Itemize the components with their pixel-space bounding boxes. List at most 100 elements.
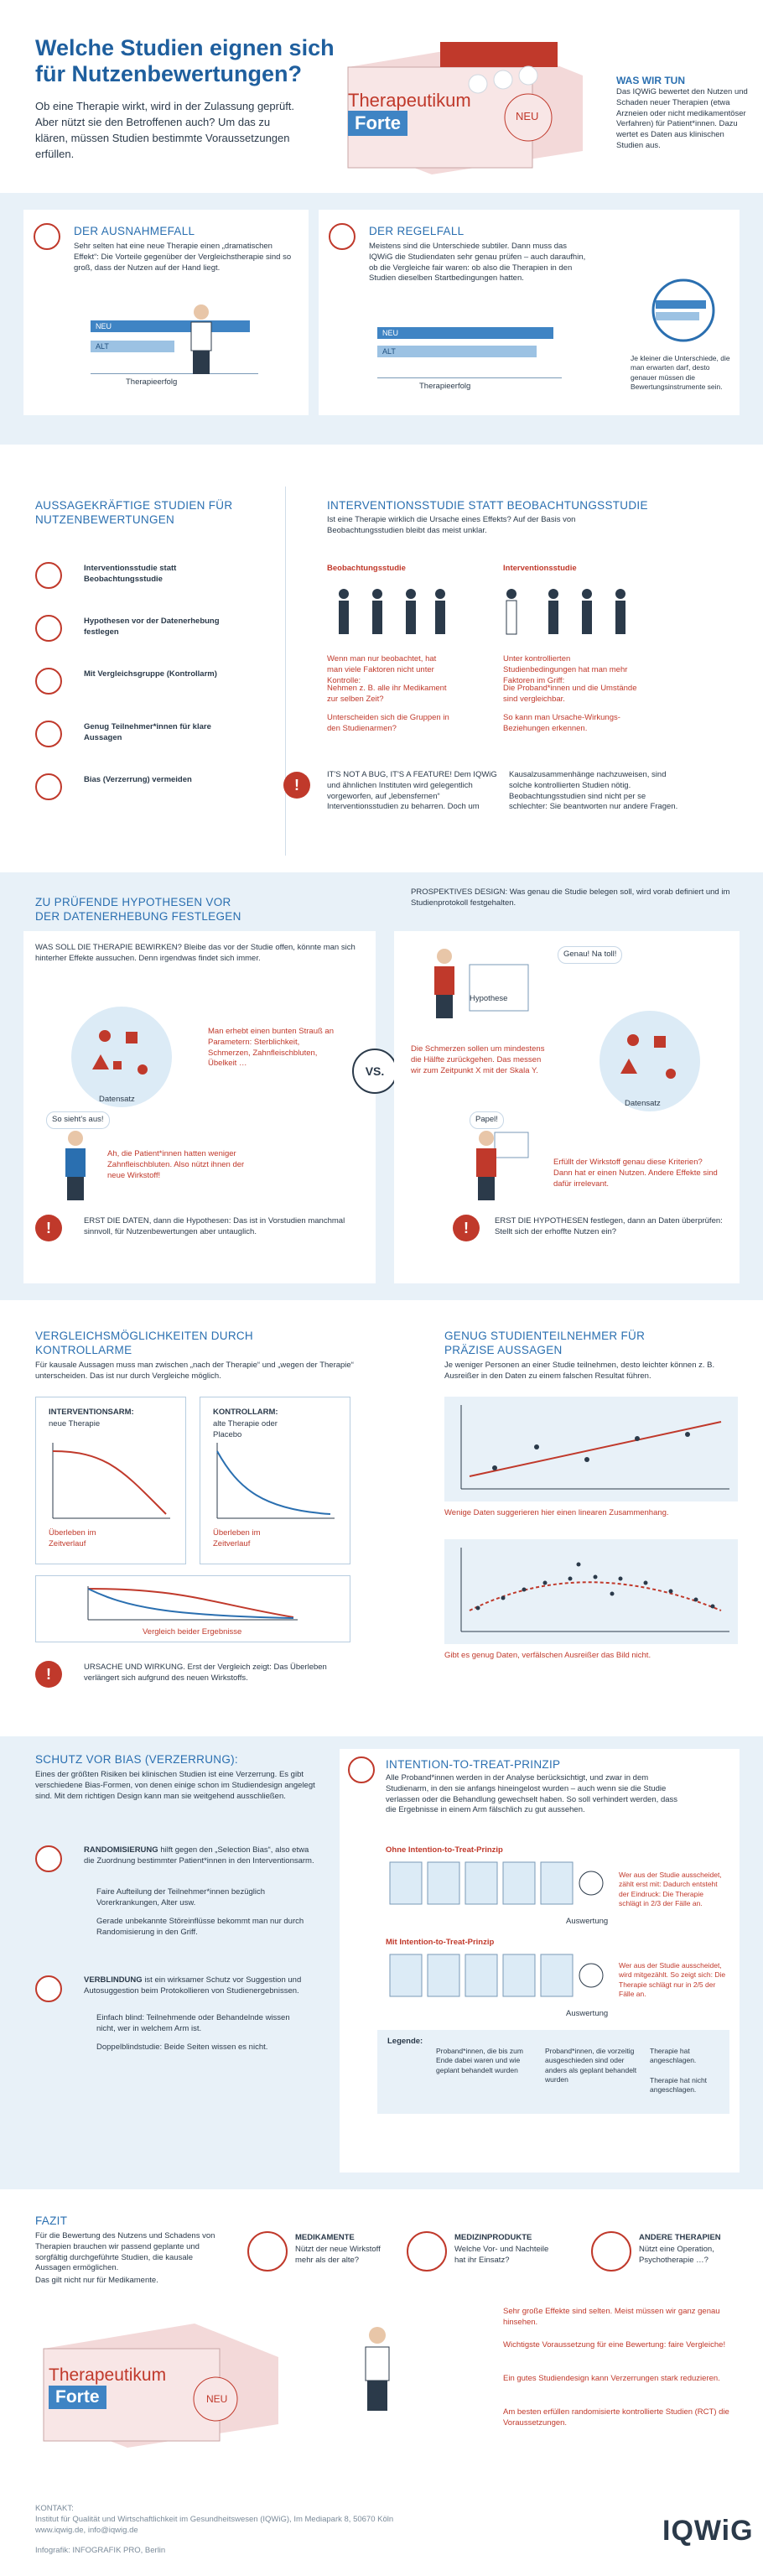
beob-title: Beobachtungsstudie	[327, 564, 406, 573]
legend-fail: Therapie hat nicht angeschlagen.	[650, 2076, 708, 2095]
itt-ohne-auswertung: Auswertung	[566, 1917, 609, 1926]
blind-bullet-1: Einfach blind: Teilnehmende oder Behande…	[96, 2013, 290, 2033]
footer-kontakt: KONTAKT:	[35, 2504, 74, 2513]
hypo-left-warn: ERST DIE DATEN, dann die Hypothesen: Das…	[84, 1216, 345, 1236]
bias-title: SCHUTZ VOR BIAS (VERZERRUNG):	[35, 1753, 238, 1766]
pack-brand: Forte	[49, 2386, 106, 2410]
int-arm-label: INTERVENTIONSARM:	[49, 1408, 134, 1417]
left-bubble: So sieht's aus!	[46, 1111, 110, 1129]
vs-badge: VS.	[352, 1049, 397, 1094]
target-icon	[35, 773, 62, 800]
hypo-left-text: WAS SOLL DIE THERAPIE BEWIRKEN? Bleibe d…	[35, 943, 356, 963]
magnified-bars-icon	[651, 278, 715, 342]
regel-axis-label: Therapieerfolg	[419, 382, 471, 391]
pack-name: Therapeutikum	[348, 90, 471, 111]
hypo-right-warn: ERST DIE HYPOTHESEN festlegen, dann an D…	[495, 1216, 723, 1236]
pills-icon	[247, 2231, 288, 2272]
right-bubble: Genau! Na toll!	[558, 946, 623, 964]
scatter-many-caption: Gibt es genug Daten, verfälschen Ausreiß…	[444, 1651, 651, 1660]
itt-legend-title: Legende:	[387, 2037, 423, 2046]
ctrl-curve-label: Überleben im Zeitverlauf	[213, 1528, 261, 1548]
person-icon	[365, 2327, 390, 2411]
fazit-text-2: Das gilt nicht nur für Medikamente.	[35, 2276, 158, 2285]
beob-people-illustration	[339, 589, 445, 634]
blind-bullet-2: Doppelblindstudie: Beide Seiten wissen e…	[96, 2043, 268, 2052]
itt-title: INTENTION-TO-TREAT-PRINZIP	[386, 1758, 561, 1771]
vergleich-warn: URSACHE UND WIRKUNG. Erst der Vergleich …	[84, 1663, 327, 1683]
warning-icon: !	[283, 772, 310, 799]
itt-ohne-diagram	[389, 1861, 604, 1905]
blindfold-icon	[35, 1975, 62, 2002]
dataset-circle	[600, 1011, 700, 1111]
pack-name: Therapeutikum	[49, 2365, 167, 2385]
ctrl-survival-curve	[216, 1443, 335, 1519]
regel-text: Meistens sind die Unterschiede subtiler.…	[369, 242, 586, 284]
warning-icon: !	[35, 1215, 62, 1241]
regel-bar-alt: ALT	[377, 346, 537, 357]
rand-text: RANDOMISIERUNG hilft gegen den „Selectio…	[84, 1845, 319, 1867]
intervention-title: INTERVENTIONSSTUDIE STATT BEOBACHTUNGSST…	[327, 499, 648, 512]
footer-line2[interactable]: www.iqwig.de, info@iqwig.de	[35, 2526, 138, 2535]
hypo-left-quote: Ah, die Patient*innen hatten weniger Zah…	[107, 1149, 245, 1180]
fazit-c1-text: Nützt der neue Wirkstoff mehr als der al…	[295, 2245, 381, 2265]
dice-icon	[35, 1845, 62, 1872]
int-bullet-2: So kann man Ursache-Wirkungs-Beziehungen…	[503, 713, 620, 733]
person-icon	[190, 304, 212, 374]
pack-badge: NEU	[206, 2393, 228, 2405]
aussage-title: AUSSAGEKRÄFTIGE STUDIEN FÜR NUTZENBEWERT…	[35, 499, 233, 526]
left-dataset-label: Datensatz	[99, 1095, 135, 1104]
int-people-illustration	[506, 589, 625, 635]
warning-icon: !	[35, 1661, 62, 1688]
iqwig-logo: IQWiG	[662, 2515, 754, 2547]
document-icon	[35, 562, 62, 589]
scatter-few-caption: Wenige Daten suggerieren hier einen line…	[444, 1508, 669, 1517]
legend-success: Therapie hat angeschlagen.	[650, 2047, 697, 2065]
aussage-item-4: Genug Teilnehmer*innen für klare Aussage…	[84, 722, 211, 742]
was-title: WAS WIR TUN	[616, 75, 685, 86]
fazit-c3-text: Nützt eine Operation, Psychotherapie …?	[639, 2245, 714, 2265]
was-text: Das IQWiG bewertet den Nutzen und Schade…	[616, 87, 748, 151]
int-survival-curve	[52, 1443, 170, 1519]
scatter-few-data	[444, 1397, 738, 1501]
intervention-warn: IT'S NOT A BUG, IT'S A FEATURE! Dem IQWi…	[327, 770, 678, 812]
int-text: Unter kontrollierten Studienbedingungen …	[503, 654, 628, 685]
blind-title: VERBLINDUNG	[84, 1975, 143, 1985]
blind-text: VERBLINDUNG ist ein wirksamer Schutz vor…	[84, 1975, 319, 1997]
ausnahme-axis	[91, 373, 258, 374]
scatter-many-data	[444, 1539, 738, 1644]
rand-bullet-1: Faire Aufteilung der Teilnehmer*innen be…	[96, 1887, 266, 1907]
person-icon	[65, 1131, 86, 1200]
beob-bullet-2: Unterscheiden sich die Gruppen in den St…	[327, 713, 449, 733]
footer-line1: Institut für Qualität und Wirtschaftlich…	[35, 2515, 394, 2524]
itt-mit-label: Mit Intention-to-Treat-Prinzip	[386, 1938, 495, 1947]
footer-credit: Infografik: INFOGRAFIK PRO, Berlin	[35, 2546, 166, 2555]
fazit-c1-title: MEDIKAMENTE	[295, 2233, 355, 2242]
divider	[285, 487, 286, 856]
itt-mit-note: Wer aus der Studie ausscheidet, wird mit…	[619, 1961, 726, 1999]
beob-bullet-1: Nehmen z. B. alle ihr Medikament zur sel…	[327, 684, 447, 704]
fazit-c2-text: Welche Vor- und Nachteile hat ihr Einsat…	[454, 2245, 549, 2265]
combined-curve	[87, 1586, 298, 1621]
ctrl-arm-label: KONTROLLARM:	[213, 1408, 278, 1417]
rand-bullet-2: Gerade unbekannte Störeinflüsse bekommt …	[96, 1917, 304, 1937]
right-papel-bubble: Papel!	[470, 1111, 504, 1129]
hypo-left-panel	[23, 931, 376, 1283]
itt-ohne-label: Ohne Intention-to-Treat-Prinzip	[386, 1845, 503, 1855]
arrows-icon	[348, 1756, 375, 1783]
int-arm-sub: neue Therapie	[49, 1419, 101, 1429]
itt-ohne-note: Wer aus der Studie ausscheidet, zählt er…	[619, 1871, 722, 1908]
beob-text: Wenn man nur beobachtet, hat man viele F…	[327, 654, 437, 685]
int-arm-box	[35, 1397, 186, 1564]
hypothese-label: Hypothese	[470, 994, 508, 1003]
ausnahme-bar-alt: ALT	[91, 341, 174, 352]
vergleich-title: VERGLEICHSMÖGLICHKEITEN DURCH KONTROLLAR…	[35, 1330, 253, 1356]
device-icon	[407, 2231, 447, 2272]
ctrl-arm-sub: alte Therapie oder Placebo	[213, 1419, 278, 1439]
therapy-icon	[591, 2231, 631, 2272]
group-icon	[35, 721, 62, 747]
legend-dropped: Proband*innen, die vorzeitig ausgeschied…	[545, 2047, 637, 2084]
itt-lead: Alle Proband*innen werden in der Analyse…	[386, 1773, 678, 1815]
int-bullet-1: Die Proband*innen und die Umstände sind …	[503, 684, 637, 704]
ctrl-arm-box	[200, 1397, 350, 1564]
pack-brand: Forte	[348, 111, 407, 136]
